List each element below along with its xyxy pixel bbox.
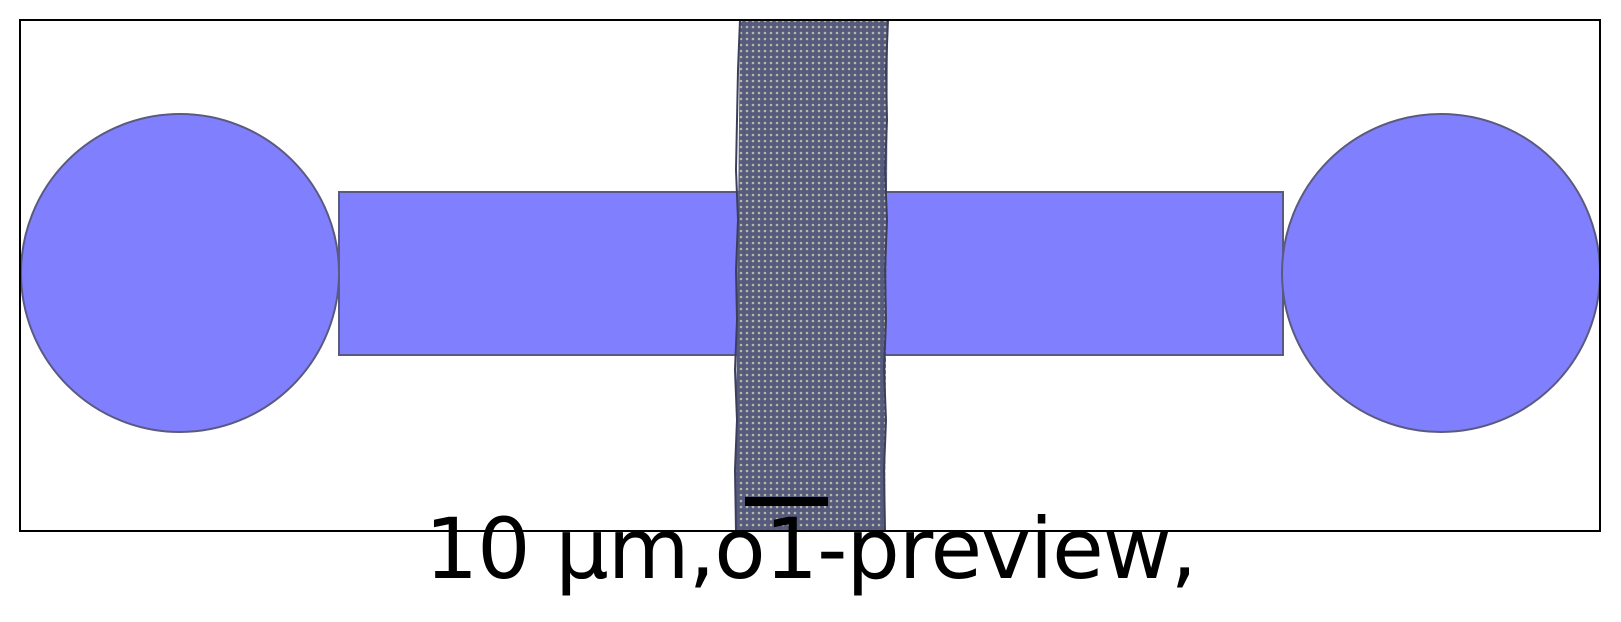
material-strip: [733, 20, 889, 531]
left-lead: [338, 191, 742, 356]
figure-frame: [19, 19, 1601, 532]
scale-bar: [745, 497, 828, 506]
scale-caption: 10 µm,o1-preview,: [424, 500, 1198, 598]
right-contact-pad: [1281, 113, 1601, 433]
left-contact-pad: [20, 113, 340, 433]
right-lead: [883, 191, 1284, 356]
